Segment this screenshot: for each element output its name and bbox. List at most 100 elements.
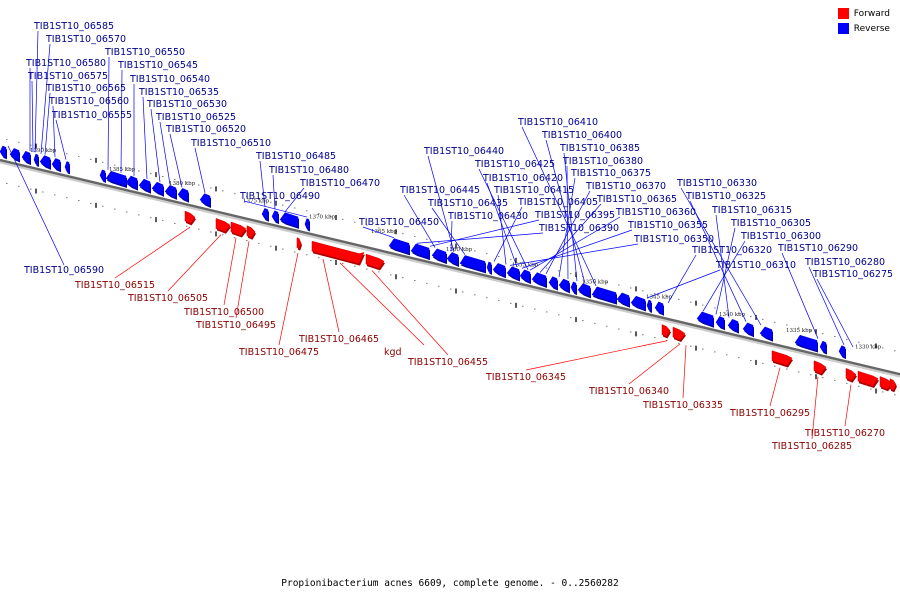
reverse-gene-arrow[interactable] [39, 155, 51, 169]
reverse-gene-label[interactable]: TIB1ST10_06425 [474, 159, 555, 170]
reverse-gene-arrow[interactable] [64, 161, 70, 173]
reverse-gene-label[interactable]: TIB1ST10_06280 [804, 257, 885, 268]
reverse-gene-arrow[interactable] [199, 193, 211, 207]
reverse-gene-arrow[interactable] [151, 181, 164, 196]
forward-gene-arrow[interactable] [661, 324, 671, 337]
reverse-gene-label[interactable]: TIB1ST10_06420 [482, 173, 563, 184]
reverse-gene-label[interactable]: TIB1ST10_06400 [541, 130, 622, 141]
reverse-gene-label[interactable]: TIB1ST10_06585 [33, 21, 114, 32]
reverse-gene-arrow[interactable] [105, 170, 127, 187]
reverse-gene-arrow[interactable] [742, 322, 754, 336]
reverse-gene-label[interactable]: TIB1ST10_06370 [585, 181, 666, 192]
reverse-gene-arrow[interactable] [388, 238, 410, 254]
forward-gene-label[interactable]: TIB1ST10_06500 [183, 307, 264, 318]
reverse-gene-label[interactable]: TIB1ST10_06375 [570, 168, 651, 179]
reverse-gene-label[interactable]: TIB1ST10_06590 [23, 265, 104, 276]
forward-gene-arrow[interactable] [889, 378, 897, 391]
reverse-gene-arrow[interactable] [570, 281, 577, 294]
reverse-gene-arrow[interactable] [431, 248, 447, 263]
forward-gene-label[interactable]: kgd [384, 347, 402, 358]
reverse-gene-label[interactable]: TIB1ST10_06530 [146, 99, 227, 110]
forward-gene-label[interactable]: TIB1ST10_06515 [74, 280, 155, 291]
reverse-gene-label[interactable]: TIB1ST10_06535 [138, 87, 219, 98]
forward-gene-arrow[interactable] [215, 218, 231, 233]
reverse-gene-arrow[interactable] [279, 212, 299, 228]
reverse-gene-label[interactable]: TIB1ST10_06365 [596, 194, 677, 205]
reverse-gene-label[interactable]: TIB1ST10_06435 [427, 198, 508, 209]
forward-gene-arrow[interactable] [879, 376, 893, 390]
reverse-gene-arrow[interactable] [591, 286, 617, 303]
reverse-gene-label[interactable]: TIB1ST10_06315 [711, 205, 792, 216]
reverse-gene-label[interactable]: TIB1ST10_06555 [51, 110, 132, 121]
forward-gene-label[interactable]: TIB1ST10_06465 [298, 334, 379, 345]
reverse-gene-arrow[interactable] [446, 252, 459, 266]
forward-gene-arrow[interactable] [857, 370, 879, 387]
reverse-gene-label[interactable]: TIB1ST10_06550 [104, 47, 185, 58]
reverse-gene-arrow[interactable] [33, 153, 39, 166]
reverse-gene-label[interactable]: TIB1ST10_06415 [493, 185, 574, 196]
reverse-gene-arrow[interactable] [794, 334, 818, 351]
reverse-gene-arrow[interactable] [654, 301, 664, 315]
reverse-gene-label[interactable]: TIB1ST10_06470 [299, 178, 380, 189]
reverse-gene-label[interactable]: TIB1ST10_06320 [691, 245, 772, 256]
reverse-gene-label[interactable]: TIB1ST10_06545 [117, 60, 198, 71]
reverse-gene-arrow[interactable] [696, 311, 714, 327]
reverse-gene-label[interactable]: TIB1ST10_06445 [399, 185, 480, 196]
forward-gene-arrow[interactable] [813, 360, 827, 374]
reverse-gene-arrow[interactable] [271, 210, 279, 223]
reverse-gene-arrow[interactable] [99, 169, 106, 182]
reverse-gene-arrow[interactable] [646, 299, 652, 312]
reverse-gene-arrow[interactable] [486, 261, 492, 274]
reverse-gene-label[interactable]: TIB1ST10_06565 [45, 83, 126, 94]
forward-gene-label[interactable]: TIB1ST10_06335 [642, 400, 723, 411]
forward-gene-label[interactable]: TIB1ST10_06295 [729, 408, 810, 419]
reverse-gene-label[interactable]: TIB1ST10_06385 [559, 143, 640, 154]
reverse-gene-arrow[interactable] [164, 184, 177, 199]
forward-gene-label[interactable]: TIB1ST10_06475 [238, 347, 319, 358]
reverse-gene-label[interactable]: TIB1ST10_06450 [358, 217, 439, 228]
reverse-gene-arrow[interactable] [838, 345, 846, 358]
reverse-gene-arrow[interactable] [727, 318, 739, 333]
reverse-gene-arrow[interactable] [492, 263, 506, 277]
forward-gene-arrow[interactable] [365, 253, 385, 269]
forward-gene-arrow[interactable] [246, 225, 256, 239]
reverse-gene-label[interactable]: TIB1ST10_06380 [562, 156, 643, 167]
reverse-gene-arrow[interactable] [459, 255, 486, 272]
reverse-gene-label[interactable]: TIB1ST10_06525 [155, 112, 236, 123]
reverse-gene-arrow[interactable] [577, 283, 591, 297]
reverse-gene-label[interactable]: TIB1ST10_06440 [423, 146, 504, 157]
reverse-gene-label[interactable]: TIB1ST10_06575 [27, 71, 108, 82]
reverse-gene-arrow[interactable] [630, 295, 646, 310]
reverse-gene-label[interactable]: TIB1ST10_06410 [517, 117, 598, 128]
forward-gene-arrow[interactable] [672, 326, 686, 341]
reverse-gene-label[interactable]: TIB1ST10_06480 [268, 165, 349, 176]
reverse-gene-arrow[interactable] [759, 326, 773, 341]
reverse-gene-arrow[interactable] [506, 266, 520, 280]
reverse-gene-arrow[interactable] [177, 188, 189, 202]
forward-gene-label[interactable]: TIB1ST10_06495 [195, 320, 276, 331]
forward-gene-arrow[interactable] [184, 210, 196, 224]
reverse-gene-label[interactable]: TIB1ST10_06485 [255, 151, 336, 162]
forward-gene-label[interactable]: TIB1ST10_06285 [771, 441, 852, 452]
forward-gene-arrow[interactable] [230, 221, 247, 236]
reverse-gene-arrow[interactable] [548, 276, 558, 289]
reverse-gene-arrow[interactable] [125, 175, 138, 189]
forward-gene-arrow[interactable] [296, 237, 302, 249]
forward-gene-label[interactable]: TIB1ST10_06345 [485, 372, 566, 383]
reverse-gene-label[interactable]: TIB1ST10_06510 [190, 138, 271, 149]
reverse-gene-arrow[interactable] [304, 218, 310, 230]
reverse-gene-label[interactable]: TIB1ST10_06405 [517, 197, 598, 208]
reverse-gene-arrow[interactable] [51, 158, 61, 171]
reverse-gene-arrow[interactable] [410, 243, 430, 259]
reverse-gene-label[interactable]: TIB1ST10_06390 [538, 223, 619, 234]
reverse-gene-label[interactable]: TIB1ST10_06560 [48, 96, 129, 107]
forward-gene-arrow[interactable] [845, 367, 857, 382]
reverse-gene-arrow[interactable] [616, 292, 630, 307]
reverse-gene-label[interactable]: TIB1ST10_06570 [45, 34, 126, 45]
reverse-gene-arrow[interactable] [519, 269, 531, 283]
reverse-gene-label[interactable]: TIB1ST10_06540 [129, 74, 210, 85]
forward-gene-label[interactable]: TIB1ST10_06505 [127, 293, 208, 304]
reverse-gene-label[interactable]: TIB1ST10_06290 [777, 243, 858, 254]
reverse-gene-label[interactable]: TIB1ST10_06275 [812, 269, 893, 280]
reverse-gene-label[interactable]: TIB1ST10_06520 [165, 124, 246, 135]
